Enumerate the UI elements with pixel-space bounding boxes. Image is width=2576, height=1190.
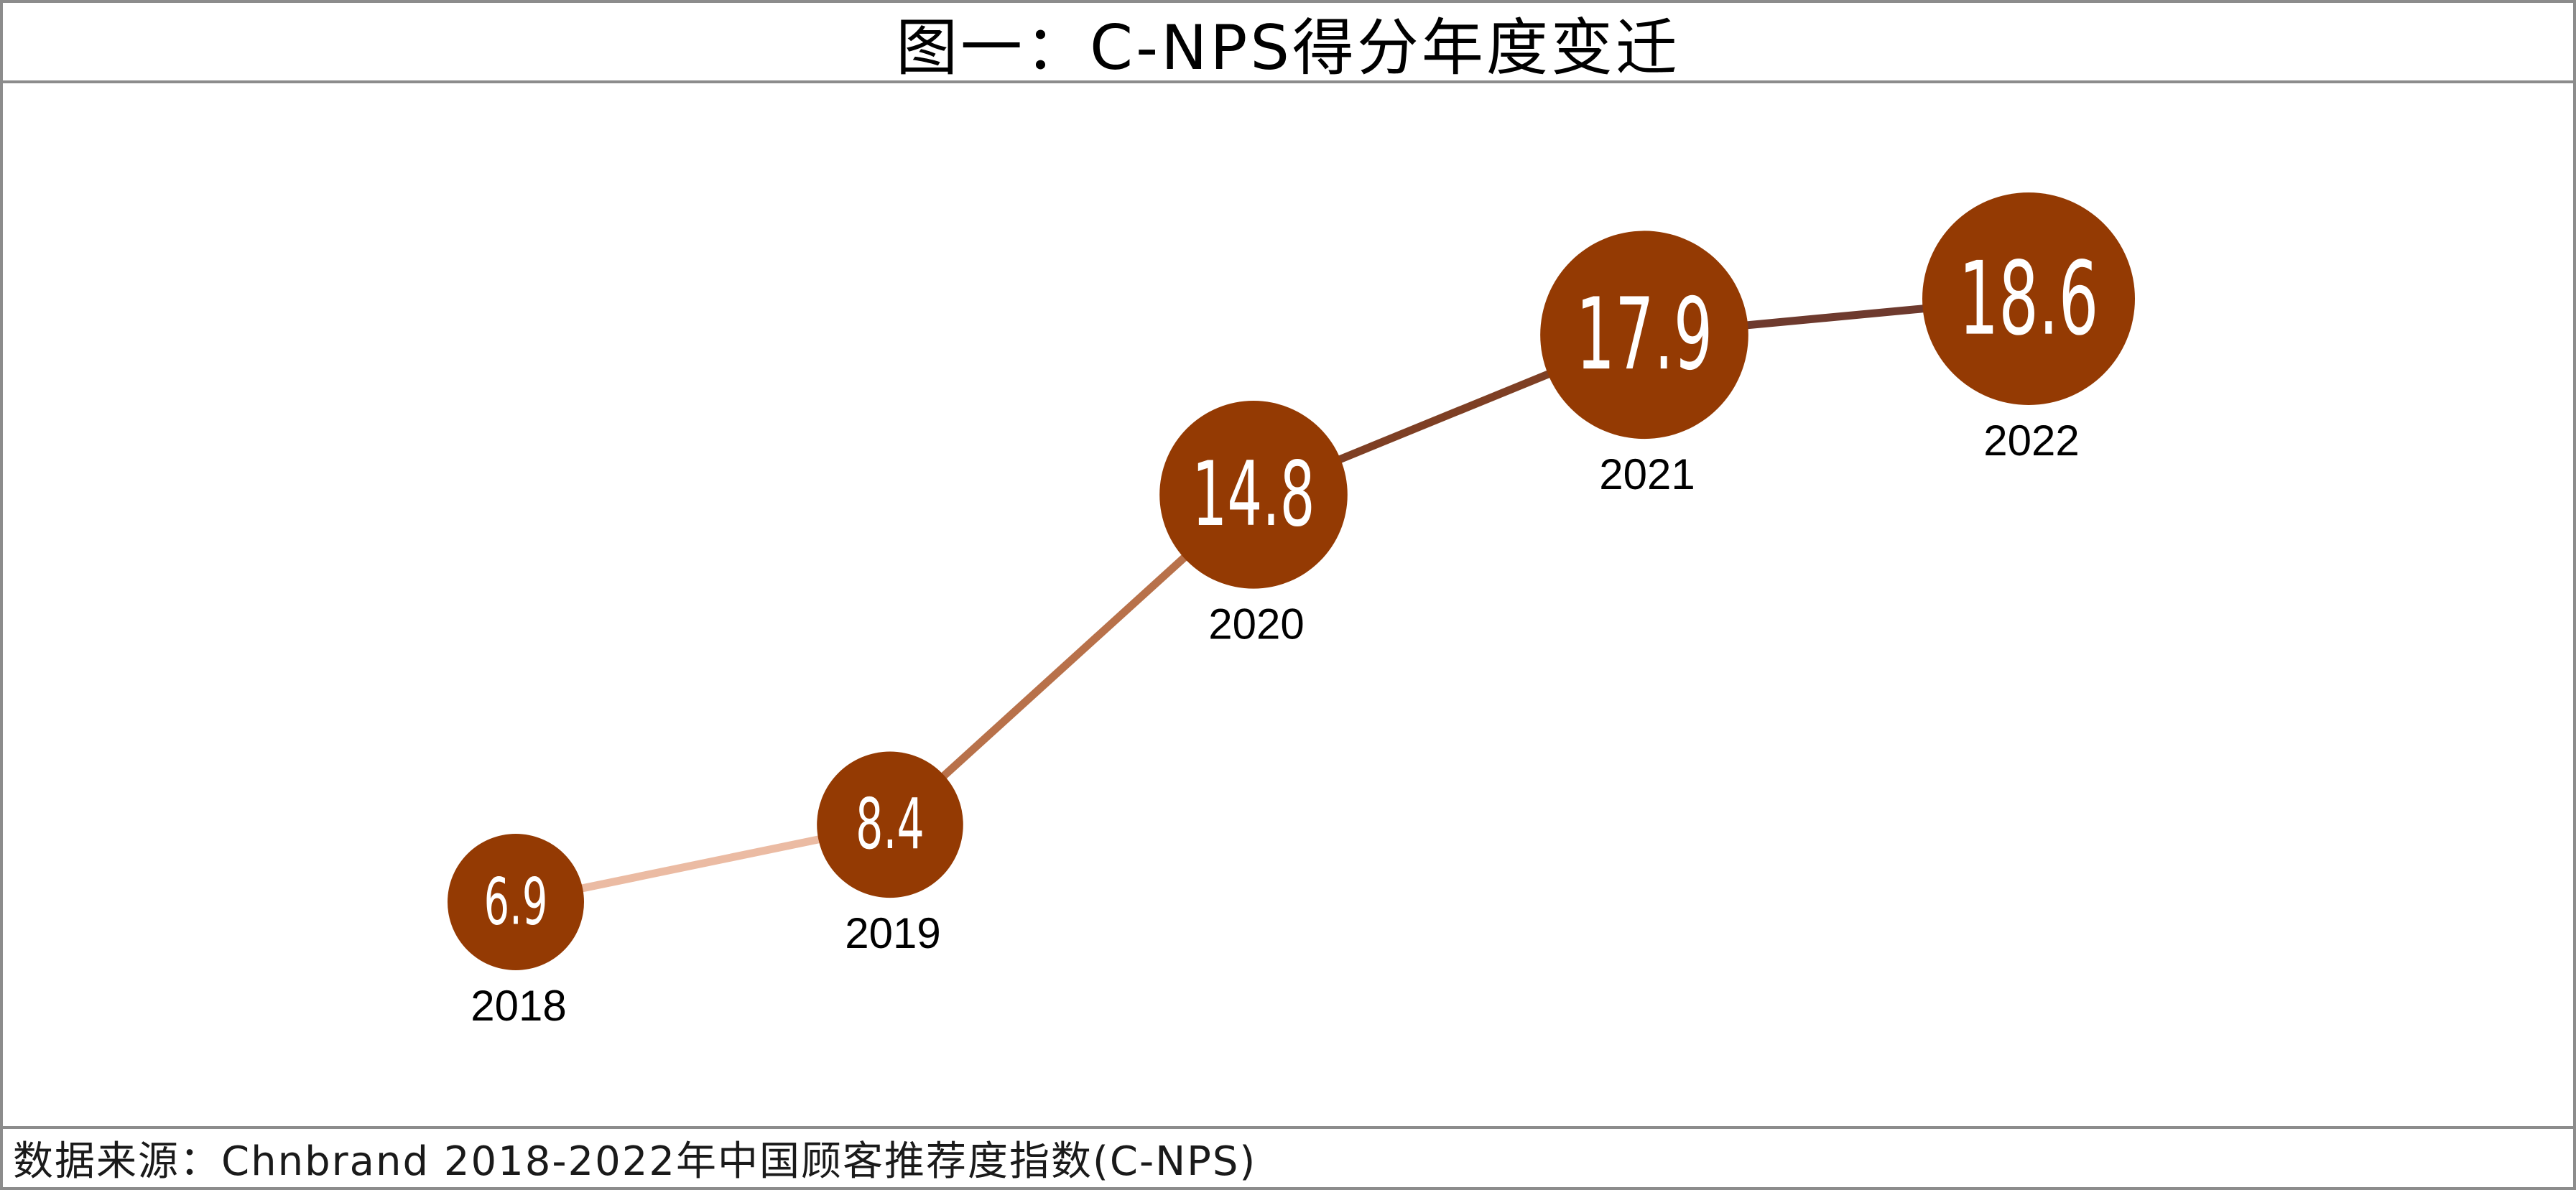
value-label-2018: 6.9 — [484, 865, 548, 940]
data-point-2018: 6.9 — [448, 834, 584, 970]
year-label-2018: 2018 — [471, 982, 566, 1030]
bubble-2018 — [448, 834, 584, 970]
data-point-2020: 14.8 — [1159, 401, 1348, 589]
plot-area: 6.9 8.4 14.8 17.9 18.6 2018 2019 2020 2021 2022 — [3, 83, 2573, 1129]
bubble-line-chart: 6.9 8.4 14.8 17.9 18.6 2018 2019 2020 2021 2022 — [448, 192, 2135, 1030]
source-bar: 数据来源：Chnbrand 2018-2022年中国顾客推荐度指数(C-NPS) — [3, 1126, 2573, 1187]
year-label-2020: 2020 — [1208, 600, 1304, 649]
data-source-note: 数据来源：Chnbrand 2018-2022年中国顾客推荐度指数(C-NPS) — [13, 1138, 1257, 1185]
data-point-2022: 18.6 — [1922, 192, 2135, 405]
chart-title: 图一：C-NPS得分年度变迁 — [896, 11, 1680, 84]
value-label-2019: 8.4 — [856, 784, 925, 865]
value-label-2020: 14.8 — [1192, 443, 1315, 547]
year-label-2019: 2019 — [845, 909, 940, 957]
data-point-2019: 8.4 — [817, 751, 963, 898]
year-label-2022: 2022 — [1983, 417, 2079, 465]
title-bar: 图一：C-NPS得分年度变迁 — [3, 3, 2573, 84]
data-point-2021: 17.9 — [1540, 231, 1748, 440]
bubble-2020 — [1159, 401, 1348, 589]
value-label-2021: 17.9 — [1576, 277, 1713, 393]
bubbles: 6.9 8.4 14.8 17.9 18.6 — [448, 192, 2135, 970]
year-label-2021: 2021 — [1599, 450, 1695, 498]
bubble-2019 — [817, 751, 963, 898]
bubble-2022 — [1922, 192, 2135, 405]
bubble-2021 — [1540, 231, 1748, 440]
year-labels: 2018 2019 2020 2021 2022 — [471, 417, 2079, 1030]
value-label-2022: 18.6 — [1959, 240, 2099, 358]
